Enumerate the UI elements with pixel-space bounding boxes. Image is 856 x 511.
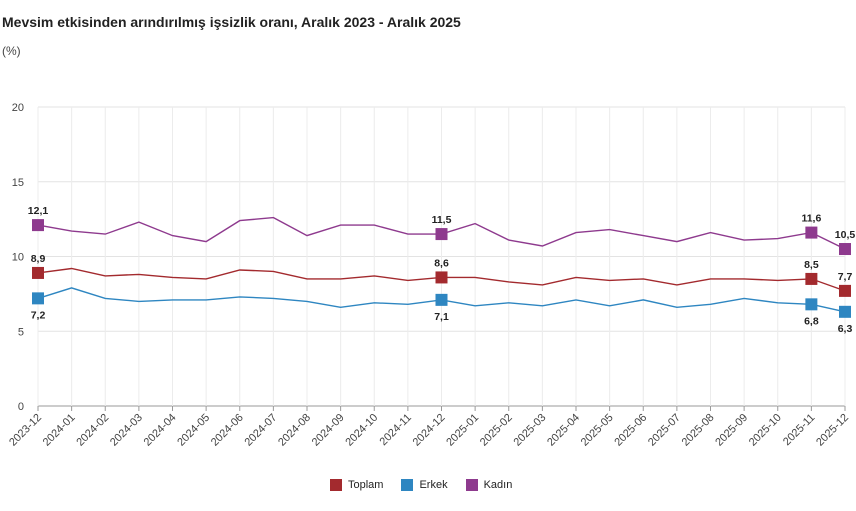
data-label: 11,6 — [801, 213, 821, 225]
x-tick-label: 2025-06 — [612, 412, 649, 449]
x-tick-label: 2025-11 — [781, 412, 817, 448]
legend-label-kadin: Kadın — [483, 479, 513, 491]
data-label: 6,3 — [838, 323, 853, 335]
x-tick-label: 2024-01 — [41, 412, 78, 449]
x-tick-label: 2025-03 — [511, 412, 548, 449]
legend-label-erkek: Erkek — [419, 479, 448, 491]
x-tick-label: 2024-11 — [378, 412, 414, 448]
x-tick-label: 2025-01 — [444, 412, 481, 449]
x-tick-label: 2024-12 — [411, 412, 448, 449]
x-tick-label: 2025-02 — [478, 412, 515, 449]
x-tick-label: 2025-07 — [646, 412, 683, 449]
data-marker — [839, 284, 851, 297]
x-tick-label: 2024-05 — [175, 412, 212, 449]
x-tick-label: 2024-07 — [242, 412, 279, 449]
x-tick-label: 2025-08 — [680, 412, 717, 449]
data-label: 8,9 — [31, 253, 46, 265]
y-tick-label: 10 — [12, 252, 24, 264]
data-label: 11,5 — [432, 214, 452, 226]
x-tick-label: 2025-12 — [814, 412, 851, 449]
y-tick-label: 15 — [12, 177, 24, 189]
data-marker — [32, 292, 44, 305]
data-marker — [435, 228, 448, 241]
legend-item-erkek[interactable]: Erkek — [401, 479, 448, 491]
x-tick-label: 2025-09 — [713, 412, 750, 449]
data-marker — [839, 243, 851, 256]
data-marker — [805, 226, 818, 239]
chart-subtitle: (%) — [2, 44, 21, 58]
y-tick-label: 20 — [12, 102, 24, 114]
data-label: 10,5 — [835, 229, 856, 241]
x-tick-label: 2024-04 — [142, 412, 179, 449]
data-label: 7,2 — [31, 309, 46, 321]
x-tick-label: 2023-12 — [7, 412, 44, 449]
x-tick-label: 2024-06 — [209, 412, 246, 449]
data-label: 8,6 — [434, 257, 449, 269]
legend-item-kadin[interactable]: Kadın — [465, 479, 513, 491]
x-tick-label: 2025-05 — [579, 412, 616, 449]
data-marker — [805, 272, 818, 285]
data-marker — [435, 271, 448, 284]
data-marker — [435, 293, 448, 306]
data-label: 6,8 — [804, 315, 819, 327]
x-tick-label: 2025-10 — [747, 412, 784, 449]
chart-legend: Toplam Erkek Kadın — [330, 479, 512, 491]
x-tick-label: 2025-04 — [545, 412, 582, 449]
legend-label-toplam: Toplam — [348, 479, 384, 491]
data-label: 7,1 — [434, 311, 449, 323]
legend-swatch-toplam — [330, 479, 342, 491]
y-tick-label: 5 — [18, 326, 24, 338]
legend-swatch-kadin — [465, 479, 478, 491]
x-tick-label: 2024-10 — [343, 412, 380, 449]
data-marker — [32, 219, 44, 232]
x-tick-label: 2024-08 — [276, 412, 313, 449]
y-tick-label: 0 — [18, 401, 24, 413]
x-tick-label: 2024-02 — [74, 412, 111, 449]
data-marker — [839, 305, 851, 318]
x-tick-label: 2024-09 — [310, 412, 347, 449]
data-marker — [805, 298, 818, 311]
legend-swatch-erkek — [401, 479, 414, 491]
data-label: 8,5 — [804, 259, 819, 271]
data-label: 12,1 — [28, 205, 49, 217]
data-label: 7,7 — [838, 271, 853, 283]
legend-item-toplam[interactable]: Toplam — [330, 479, 383, 491]
x-tick-label: 2024-03 — [108, 412, 145, 449]
data-marker — [32, 266, 44, 279]
chart-title: Mevsim etkisinden arındırılmış işsizlik … — [2, 14, 461, 30]
